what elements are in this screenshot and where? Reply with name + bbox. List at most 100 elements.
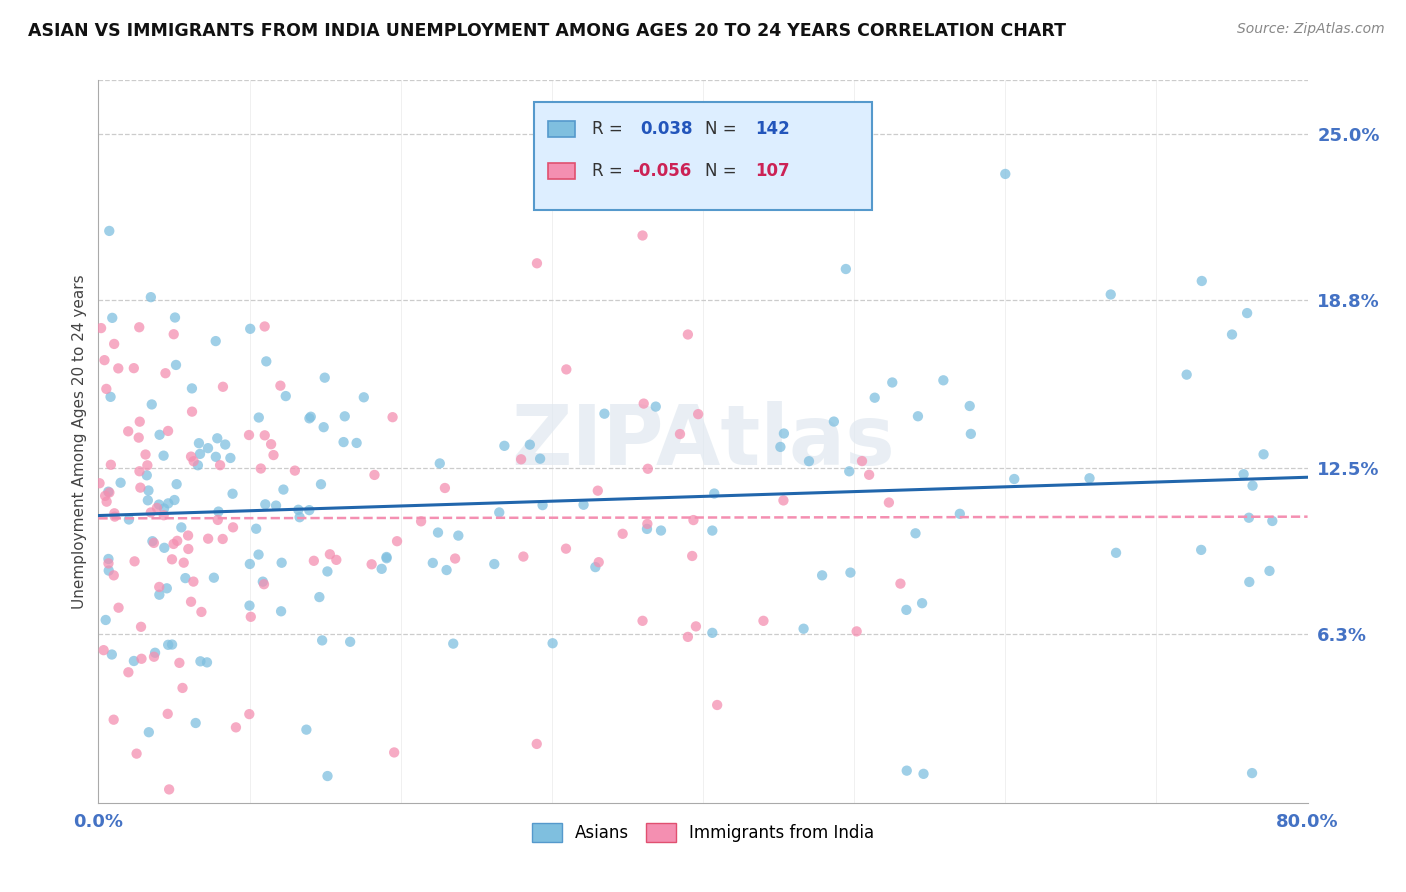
Point [163, 310, 186, 325]
Point [555, 541, 578, 556]
Point [93, 643, 115, 657]
Point [422, 556, 444, 570]
Point [205, 450, 228, 464]
Point [637, 462, 659, 476]
Point [204, 334, 226, 348]
Point [173, 556, 195, 570]
Point [138, 483, 160, 498]
Point [583, 560, 606, 574]
Point [877, 495, 900, 509]
Point [202, 571, 225, 585]
Point [187, 458, 209, 473]
Point [353, 390, 375, 404]
Point [148, 498, 170, 512]
Point [146, 500, 169, 515]
Point [702, 524, 724, 538]
Point [526, 256, 548, 270]
Point [214, 437, 236, 451]
Point [333, 409, 356, 424]
Point [131, 652, 153, 666]
Point [94, 489, 117, 503]
Point [174, 571, 197, 585]
Point [187, 436, 209, 450]
Point [190, 654, 212, 668]
Point [143, 646, 166, 660]
Point [170, 520, 193, 534]
Point [287, 502, 309, 516]
Point [1002, 472, 1025, 486]
Point [823, 415, 845, 429]
Point [139, 506, 162, 520]
Point [181, 381, 204, 395]
Point [135, 468, 157, 483]
Point [631, 614, 654, 628]
Point [314, 370, 336, 384]
Point [128, 464, 150, 478]
Point [911, 596, 934, 610]
Point [298, 411, 321, 425]
Point [436, 563, 458, 577]
Point [89, 476, 111, 491]
Point [238, 599, 260, 613]
Point [264, 499, 287, 513]
Point [773, 426, 796, 441]
Point [912, 767, 935, 781]
Point [588, 555, 610, 569]
Text: Source: ZipAtlas.com: Source: ZipAtlas.com [1237, 22, 1385, 37]
Point [238, 707, 260, 722]
Point [1078, 471, 1101, 485]
Point [239, 557, 262, 571]
Point [382, 746, 405, 760]
Point [125, 747, 148, 761]
Point [128, 320, 150, 334]
Point [316, 769, 339, 783]
Bar [548, 121, 575, 137]
Point [325, 553, 347, 567]
Point [1253, 447, 1275, 461]
Point [103, 337, 125, 351]
Point [288, 510, 311, 524]
Point [172, 681, 194, 695]
Point [253, 577, 276, 591]
Point [1237, 510, 1260, 524]
Point [441, 637, 464, 651]
Point [1261, 514, 1284, 528]
Point [136, 458, 159, 473]
Point [136, 493, 159, 508]
Point [118, 512, 141, 526]
Point [1175, 368, 1198, 382]
Point [152, 508, 174, 523]
Point [94, 613, 117, 627]
Point [96, 494, 118, 508]
Point [669, 427, 692, 442]
Point [166, 533, 188, 548]
Point [100, 390, 122, 404]
Point [295, 723, 318, 737]
Point [932, 373, 955, 387]
Point [254, 354, 277, 368]
Point [907, 409, 929, 424]
Point [260, 437, 283, 451]
Point [593, 407, 616, 421]
Point [253, 319, 276, 334]
Point [129, 481, 152, 495]
Point [128, 415, 150, 429]
Point [526, 737, 548, 751]
Point [177, 528, 200, 542]
Point [851, 454, 873, 468]
Point [429, 457, 451, 471]
Point [1189, 542, 1212, 557]
Point [98, 224, 121, 238]
Point [529, 451, 551, 466]
Point [433, 481, 456, 495]
Point [252, 574, 274, 589]
Point [238, 428, 260, 442]
Text: -0.056: -0.056 [631, 161, 690, 179]
Point [152, 449, 174, 463]
Point [896, 603, 918, 617]
Point [681, 549, 703, 563]
Point [274, 389, 297, 403]
Point [117, 665, 139, 680]
Point [494, 439, 516, 453]
Point [531, 498, 554, 512]
